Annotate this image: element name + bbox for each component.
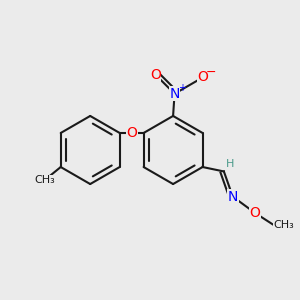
Text: CH₃: CH₃ [273,220,294,230]
Text: +: + [178,83,186,93]
Text: O: O [197,70,208,85]
Text: −: − [206,66,216,79]
Text: O: O [250,206,260,220]
Text: N: N [169,87,180,101]
Text: CH₃: CH₃ [34,175,55,185]
Text: N: N [228,190,238,204]
Text: O: O [150,68,161,82]
Text: O: O [126,126,137,140]
Text: H: H [226,159,235,169]
